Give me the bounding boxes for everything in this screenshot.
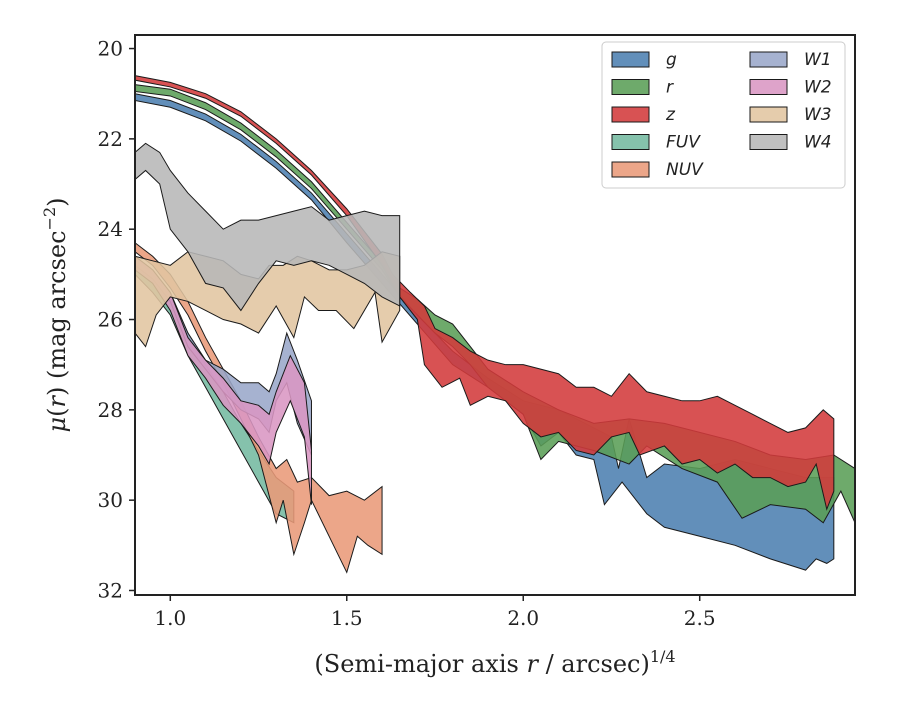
- band-w4: [134, 142, 401, 312]
- band-w2: [134, 255, 312, 505]
- x-axis-title-pre: (Semi-major axis: [314, 650, 526, 678]
- y-tick-label: 30: [98, 488, 123, 512]
- legend-swatch-w3: [749, 106, 788, 123]
- y-axis-title-unit: (mag arcsec: [43, 230, 71, 386]
- legend-swatch-w1: [749, 51, 788, 68]
- y-tick-label: 28: [98, 398, 123, 422]
- bands-layer: [134, 75, 856, 574]
- legend-items: grz FUV NUV W1 W2 W3 W4: [611, 50, 832, 180]
- y-axis-title-mu: μ: [43, 417, 71, 433]
- legend-swatch-g: [611, 51, 650, 68]
- band-z: [134, 75, 835, 511]
- legend: grz FUV NUV W1 W2 W3 W4: [601, 41, 846, 189]
- legend-label-g: g: [666, 50, 677, 70]
- legend-swatch-r: [611, 79, 650, 95]
- legend-label-nuv: NUV: [666, 160, 704, 180]
- y-tick-label: 22: [98, 127, 123, 151]
- legend-swatch-w4: [749, 134, 788, 150]
- legend-label-w3: W3: [804, 105, 832, 125]
- y-axis-title-open: (: [43, 408, 71, 417]
- legend-label-r: r: [666, 78, 674, 98]
- ticks-layer: 1.0 1.5 2.0 2.5 20 22 24 26 28 30 32: [98, 37, 716, 630]
- y-tick-label: 24: [98, 217, 123, 241]
- x-axis-title-var: r: [526, 650, 539, 678]
- y-tick-label: 32: [98, 578, 123, 602]
- x-axis-title-sup: 1/4: [650, 647, 676, 666]
- y-tick-label: 20: [98, 37, 123, 61]
- legend-label-w4: W4: [804, 133, 832, 153]
- plot-frame: [134, 34, 856, 596]
- legend-swatch-z: [611, 106, 650, 123]
- x-axis-title: (Semi-major axis r / arcsec)1/4: [314, 647, 675, 678]
- x-axis-title-post: / arcsec): [538, 650, 650, 678]
- y-axis-title-close: ): [43, 387, 71, 396]
- legend-swatch-fuv: [611, 134, 650, 150]
- y-axis-title: μ(r) (mag arcsec−2): [40, 197, 71, 432]
- legend-label-z: z: [665, 105, 676, 125]
- legend-swatch-w2: [749, 79, 788, 95]
- x-tick-label: 2.0: [507, 606, 539, 630]
- x-tick-label: 1.5: [331, 606, 363, 630]
- x-tick-label: 1.0: [154, 606, 186, 630]
- y-axis-title-var: r: [43, 395, 71, 408]
- legend-box: [601, 41, 846, 189]
- legend-swatch-nuv: [611, 161, 650, 178]
- y-axis-title-end: ): [43, 197, 71, 206]
- legend-label-w1: W1: [804, 50, 832, 70]
- y-tick-label: 26: [98, 308, 123, 332]
- x-tick-label: 2.5: [684, 606, 716, 630]
- legend-label-w2: W2: [804, 78, 832, 98]
- legend-label-fuv: FUV: [666, 133, 701, 153]
- y-axis-title-sup: −2: [40, 207, 59, 231]
